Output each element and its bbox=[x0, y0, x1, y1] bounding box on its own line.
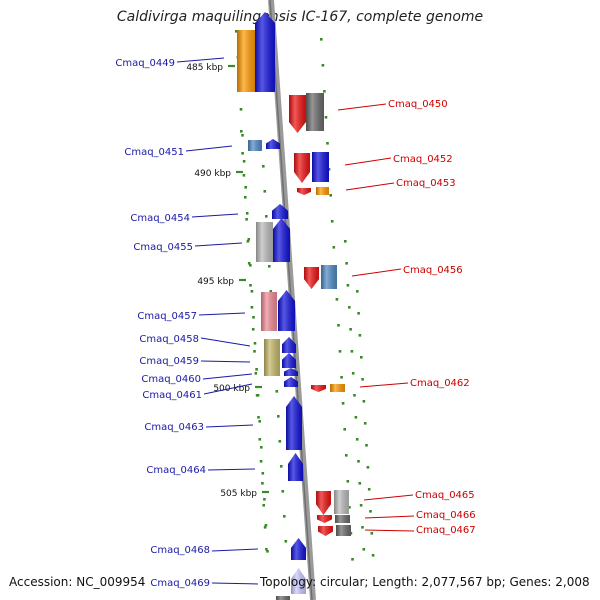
cmaq-0463-leader bbox=[205, 424, 254, 428]
cmaq-0467-feature[interactable] bbox=[318, 526, 333, 536]
ruler-dots bbox=[235, 30, 375, 561]
cmaq-0453-feature[interactable] bbox=[297, 188, 311, 195]
map-title: Caldivirga maquilingensis IC-167, comple… bbox=[116, 9, 484, 25]
cmaq-0449-feature[interactable] bbox=[237, 30, 256, 92]
cmaq-0455-label[interactable]: Cmaq_0455 bbox=[133, 242, 193, 253]
cmaq-0462-feature[interactable] bbox=[311, 385, 326, 392]
scale-label-3: 495 kbp bbox=[197, 277, 234, 287]
cmaq-0452-leader bbox=[344, 157, 392, 166]
cmaq-0459-leader bbox=[200, 360, 251, 363]
cmaq-0465-feature[interactable] bbox=[334, 490, 349, 514]
cmaq-0464-feature[interactable] bbox=[288, 453, 303, 481]
cmaq-0461-label[interactable]: Cmaq_0461 bbox=[142, 390, 202, 401]
gene-features bbox=[237, 12, 351, 600]
cmaq-0458-feature[interactable] bbox=[264, 339, 280, 376]
scale-label-4: 500 kbp bbox=[213, 384, 250, 394]
cmaq-0449-leader bbox=[176, 57, 225, 63]
cmaq-0454-label[interactable]: Cmaq_0454 bbox=[130, 213, 190, 224]
cmaq-0469-feature[interactable] bbox=[276, 596, 290, 600]
cmaq-0450-label[interactable]: Cmaq_0450 bbox=[388, 99, 448, 110]
cmaq-0456-feature[interactable] bbox=[321, 265, 337, 289]
cmaq-0461-leader bbox=[203, 383, 253, 395]
scale-ticks: 485 kbp 490 kbp 495 kbp 500 kbp 505 kbp bbox=[186, 63, 269, 499]
cmaq-0451-feature[interactable] bbox=[248, 140, 262, 151]
cmaq-0469-feature[interactable] bbox=[291, 568, 306, 594]
cmaq-0461-feature[interactable] bbox=[284, 377, 298, 387]
cmaq-0453-feature[interactable] bbox=[316, 187, 329, 195]
cmaq-0449-feature[interactable] bbox=[255, 12, 275, 92]
accession-text: Accession: NC_009954 bbox=[9, 575, 146, 589]
cmaq-0467-feature[interactable] bbox=[336, 525, 351, 536]
cmaq-0462-label[interactable]: Cmaq_0462 bbox=[410, 378, 470, 389]
cmaq-0457-feature[interactable] bbox=[261, 292, 277, 331]
cmaq-0457-leader bbox=[198, 312, 246, 316]
cmaq-0460-label[interactable]: Cmaq_0460 bbox=[141, 374, 201, 385]
cmaq-0451-feature[interactable] bbox=[266, 139, 280, 149]
cmaq-0466-label[interactable]: Cmaq_0466 bbox=[416, 510, 476, 521]
cmaq-0458-label[interactable]: Cmaq_0458 bbox=[139, 334, 199, 345]
cmaq-0452-feature[interactable] bbox=[294, 153, 310, 183]
cmaq-0463-feature[interactable] bbox=[286, 396, 302, 450]
cmaq-0451-label[interactable]: Cmaq_0451 bbox=[124, 147, 184, 158]
cmaq-0462-feature[interactable] bbox=[330, 384, 345, 392]
cmaq-0469-label[interactable]: Cmaq_0469 bbox=[150, 578, 210, 589]
cmaq-0456-label[interactable]: Cmaq_0456 bbox=[403, 265, 463, 276]
cmaq-0465-label[interactable]: Cmaq_0465 bbox=[415, 490, 475, 501]
cmaq-0464-label[interactable]: Cmaq_0464 bbox=[146, 465, 206, 476]
gene-labels: Cmaq_0449 Cmaq_0450 Cmaq_0451 Cmaq_0452 Cmaq… bbox=[115, 58, 475, 589]
cmaq-0452-feature[interactable] bbox=[312, 152, 329, 182]
cmaq-0451-leader bbox=[185, 145, 233, 152]
cmaq-0469-leader bbox=[211, 582, 259, 585]
cmaq-0466-feature[interactable] bbox=[335, 515, 350, 523]
cmaq-0460-leader bbox=[202, 373, 253, 380]
cmaq-0468-feature[interactable] bbox=[291, 538, 306, 560]
cmaq-0466-feature[interactable] bbox=[317, 515, 332, 523]
cmaq-0455-leader bbox=[194, 242, 243, 247]
cmaq-0457-feature[interactable] bbox=[278, 290, 295, 331]
cmaq-0454-leader bbox=[191, 213, 239, 218]
cmaq-0453-leader bbox=[345, 182, 395, 191]
cmaq-0459-label[interactable]: Cmaq_0459 bbox=[139, 356, 199, 367]
cmaq-0468-label[interactable]: Cmaq_0468 bbox=[150, 545, 210, 556]
cmaq-0464-leader bbox=[207, 468, 256, 471]
cmaq-0452-label[interactable]: Cmaq_0452 bbox=[393, 154, 453, 165]
cmaq-0465-leader bbox=[363, 494, 414, 501]
cmaq-0458-feature[interactable] bbox=[282, 337, 296, 353]
cmaq-0458-leader bbox=[200, 337, 251, 347]
cmaq-0449-label[interactable]: Cmaq_0449 bbox=[115, 58, 175, 69]
cmaq-0466-leader bbox=[364, 515, 415, 519]
cmaq-0462-leader bbox=[359, 382, 409, 388]
cmaq-0467-leader bbox=[364, 529, 415, 532]
cmaq-0450-feature[interactable] bbox=[289, 95, 306, 133]
cmaq-0465-feature[interactable] bbox=[316, 491, 331, 515]
cmaq-0459-feature[interactable] bbox=[282, 353, 296, 368]
cmaq-0457-label[interactable]: Cmaq_0457 bbox=[137, 311, 197, 322]
cmaq-0450-leader bbox=[337, 103, 387, 111]
cmaq-0453-label[interactable]: Cmaq_0453 bbox=[396, 178, 456, 189]
topology-summary: Topology: circular; Length: 2,077,567 bp… bbox=[260, 575, 590, 589]
scale-label-5: 505 kbp bbox=[220, 489, 257, 499]
cmaq-0455-feature[interactable] bbox=[273, 218, 290, 262]
cmaq-0456-leader bbox=[351, 268, 402, 277]
cmaq-0463-label[interactable]: Cmaq_0463 bbox=[144, 422, 204, 433]
cmaq-0468-leader bbox=[211, 548, 259, 552]
cmaq-0460-feature[interactable] bbox=[284, 368, 298, 376]
cmaq-0467-label[interactable]: Cmaq_0467 bbox=[416, 525, 476, 536]
cmaq-0455-feature[interactable] bbox=[256, 222, 273, 262]
label-leader-lines bbox=[176, 57, 415, 585]
cmaq-0454-feature[interactable] bbox=[272, 204, 288, 219]
cmaq-0450-feature[interactable] bbox=[306, 93, 324, 131]
scale-label-2: 490 kbp bbox=[194, 169, 231, 179]
cmaq-0456-feature[interactable] bbox=[304, 267, 319, 289]
scale-label-1: 485 kbp bbox=[186, 63, 223, 73]
